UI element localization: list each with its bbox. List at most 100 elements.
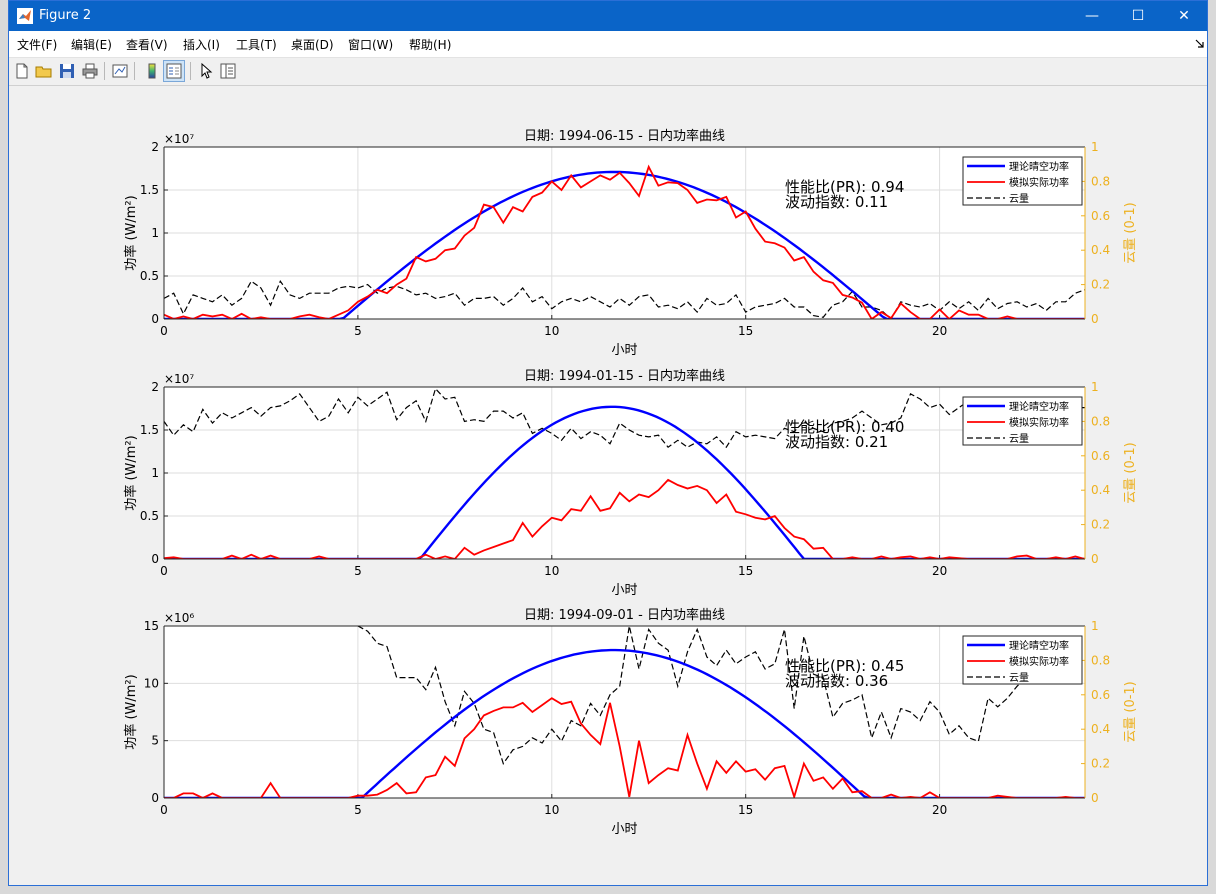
cloud-series-line <box>164 279 1085 319</box>
theory-series-line <box>164 648 1085 798</box>
right-tick-label: 1 <box>1091 380 1099 394</box>
maximize-button[interactable]: ☐ <box>1131 8 1145 24</box>
y-tick-label: 5 <box>151 734 159 748</box>
y-exponent-label: ×10⁶ <box>164 611 194 625</box>
x-tick-label: 5 <box>354 324 362 338</box>
menu-help[interactable]: 帮助(H) <box>409 38 452 52</box>
minimize-button[interactable]: — <box>1085 8 1099 24</box>
theory-series-line <box>164 405 1085 559</box>
theory-series-line <box>164 170 1085 319</box>
title-bar[interactable]: Figure 2 — ☐ ✕ <box>9 1 1207 31</box>
y-tick-label: 0 <box>151 552 159 566</box>
y-tick-label: 10 <box>144 676 159 690</box>
x-tick-label: 5 <box>354 803 362 817</box>
performance-ratio-text: 性能比(PR): 0.94 <box>785 178 904 196</box>
save-icon[interactable] <box>57 61 77 81</box>
menu-view[interactable]: 查看(V) <box>126 38 168 52</box>
x-tick-label: 10 <box>544 564 559 578</box>
legend-entry-3: 云量 <box>1009 672 1029 684</box>
x-tick-label: 10 <box>544 803 559 817</box>
menu-edit[interactable]: 编辑(E) <box>71 38 112 52</box>
actual-series-line <box>164 697 1085 798</box>
x-tick-label: 15 <box>738 324 753 338</box>
new-figure-icon[interactable] <box>12 61 32 81</box>
performance-ratio-text: 性能比(PR): 0.40 <box>785 418 904 436</box>
x-tick-label: 20 <box>932 564 947 578</box>
y-tick-label: 0.5 <box>140 269 159 283</box>
fluctuation-index-text: 波动指数: 0.36 <box>785 672 888 690</box>
right-tick-label: 0.6 <box>1091 449 1110 463</box>
x-tick-label: 10 <box>544 324 559 338</box>
menu-tools[interactable]: 工具(T) <box>236 38 277 52</box>
legend-icon[interactable] <box>163 60 185 82</box>
right-tick-label: 0 <box>1091 791 1099 805</box>
menu-file[interactable]: 文件(F) <box>17 38 58 52</box>
cloud-series-line <box>357 626 1047 765</box>
menu-insert[interactable]: 插入(I) <box>183 38 220 52</box>
right-tick-label: 1 <box>1091 619 1099 633</box>
performance-ratio-text: 性能比(PR): 0.45 <box>785 657 904 675</box>
chart-title: 日期: 1994-06-15 - 日内功率曲线 <box>524 128 725 144</box>
menu-window[interactable]: 窗口(W) <box>348 38 394 52</box>
y-tick-label: 1.5 <box>140 423 159 437</box>
right-tick-label: 0.4 <box>1091 722 1110 736</box>
fluctuation-index-text: 波动指数: 0.21 <box>785 433 888 451</box>
y-axis-label: 功率 (W/m²) <box>123 195 139 270</box>
right-tick-label: 0.6 <box>1091 688 1110 702</box>
menu-bar: 文件(F) 编辑(E) 查看(V) 插入(I) 工具(T) 桌面(D) 窗口(W… <box>9 31 1207 58</box>
legend-entry-2: 模拟实际功率 <box>1009 176 1069 189</box>
x-axis-label: 小时 <box>611 822 637 837</box>
y-tick-label: 2 <box>151 380 159 394</box>
right-tick-label: 0.6 <box>1091 209 1110 223</box>
right-tick-label: 0 <box>1091 312 1099 326</box>
print-icon[interactable] <box>80 61 100 81</box>
y-tick-label: 1 <box>151 226 159 240</box>
y-axis-label: 功率 (W/m²) <box>123 435 139 510</box>
toolbar-separator <box>104 62 105 80</box>
right-tick-label: 1 <box>1091 140 1099 154</box>
legend-entry-3: 云量 <box>1009 433 1029 445</box>
menu-desktop[interactable]: 桌面(D) <box>291 38 334 52</box>
y-exponent-label: ×10⁷ <box>164 372 194 386</box>
matlab-logo-icon <box>17 8 33 24</box>
open-file-icon[interactable] <box>34 61 54 81</box>
x-tick-label: 5 <box>354 564 362 578</box>
right-axis-label: 云量 (0-1) <box>1123 681 1138 743</box>
x-tick-label: 20 <box>932 803 947 817</box>
x-axis-label: 小时 <box>611 343 637 358</box>
y-exponent-label: ×10⁷ <box>164 132 194 146</box>
right-tick-label: 0 <box>1091 552 1099 566</box>
legend-entry-1: 理论晴空功率 <box>1009 400 1069 413</box>
actual-series-line <box>164 164 1085 319</box>
legend-entry-3: 云量 <box>1009 193 1029 205</box>
y-tick-label: 0 <box>151 312 159 326</box>
dock-arrow-icon[interactable] <box>1195 39 1205 49</box>
actual-series-line <box>164 478 1085 559</box>
x-axis-label: 小时 <box>611 583 637 598</box>
close-button[interactable]: ✕ <box>1178 8 1190 24</box>
legend-entry-2: 模拟实际功率 <box>1009 416 1069 429</box>
legend-entry-1: 理论晴空功率 <box>1009 160 1069 173</box>
colorbar-icon[interactable] <box>142 61 162 81</box>
right-tick-label: 0.2 <box>1091 757 1110 771</box>
y-tick-label: 1.5 <box>140 183 159 197</box>
y-tick-label: 2 <box>151 140 159 154</box>
property-editor-icon[interactable] <box>218 61 238 81</box>
x-tick-label: 15 <box>738 564 753 578</box>
x-tick-label: 20 <box>932 324 947 338</box>
right-tick-label: 0.2 <box>1091 278 1110 292</box>
right-tick-label: 0.8 <box>1091 653 1110 667</box>
chart-title: 日期: 1994-01-15 - 日内功率曲线 <box>524 368 725 384</box>
link-plot-icon[interactable] <box>110 61 130 81</box>
figure-toolbar <box>9 58 1207 86</box>
y-tick-label: 1 <box>151 466 159 480</box>
right-axis-label: 云量 (0-1) <box>1123 442 1138 504</box>
right-tick-label: 0.8 <box>1091 414 1110 428</box>
pointer-icon[interactable] <box>196 61 216 81</box>
window-title: Figure 2 <box>39 8 92 23</box>
x-tick-label: 15 <box>738 803 753 817</box>
y-axis-label: 功率 (W/m²) <box>123 674 139 749</box>
